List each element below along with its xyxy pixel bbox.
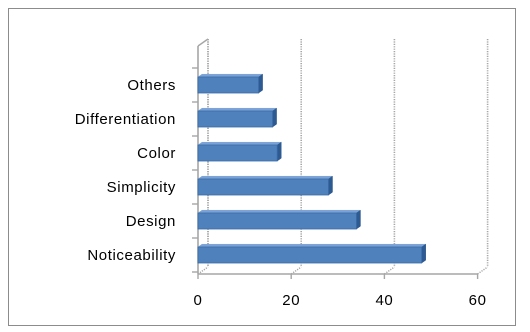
bar-top-face	[197, 73, 264, 78]
bar-design	[197, 209, 362, 230]
bar-chart: Noticeability Design Simplicity Color Differ…	[75, 38, 489, 309]
bar-top-face	[197, 175, 334, 180]
bar-top-face	[197, 141, 283, 146]
bar-front-face	[197, 144, 278, 162]
bar-end-face	[421, 243, 426, 264]
bar-noticeability	[197, 243, 427, 264]
bar-front-face	[197, 76, 259, 94]
category-labels: Noticeability Design Simplicity Color Differ…	[75, 77, 176, 264]
bar-color	[197, 141, 283, 162]
y-axis-top-edge	[197, 38, 209, 47]
x-tick-label-20: 20	[282, 292, 300, 309]
bar-top-face	[197, 243, 427, 248]
bar-front-face	[197, 212, 357, 230]
chart-frame: Noticeability Design Simplicity Color Differ…	[8, 8, 516, 326]
bars	[197, 73, 427, 264]
x-tick-label-40: 40	[375, 292, 393, 309]
bar-simplicity	[197, 175, 334, 196]
category-label-simplicity: Simplicity	[107, 179, 176, 196]
bar-end-face	[258, 73, 263, 94]
category-label-noticeability: Noticeability	[87, 247, 176, 264]
category-label-differentiation: Differentiation	[75, 111, 176, 128]
bar-end-face	[272, 107, 277, 128]
category-label-design: Design	[126, 213, 176, 230]
x-tick-labels: 0 20 40 60	[194, 292, 487, 309]
bar-front-face	[197, 110, 273, 128]
bar-others	[197, 73, 264, 94]
category-label-others: Others	[127, 77, 176, 94]
bar-front-face	[197, 246, 423, 264]
bar-end-face	[328, 175, 333, 196]
x-tick-label-0: 0	[194, 292, 203, 309]
bar-differentiation	[197, 107, 278, 128]
bar-top-face	[197, 209, 362, 214]
category-label-color: Color	[137, 145, 176, 162]
x-tick-label-60: 60	[469, 292, 487, 309]
floor-gridline-60	[477, 266, 489, 275]
floor-gridline-0	[197, 266, 209, 275]
bar-end-face	[356, 209, 361, 230]
floor-gridline-40	[383, 266, 395, 275]
bar-front-face	[197, 178, 329, 196]
bar-end-face	[276, 141, 282, 162]
bar-top-face	[197, 107, 278, 112]
floor-gridline-20	[290, 266, 302, 275]
